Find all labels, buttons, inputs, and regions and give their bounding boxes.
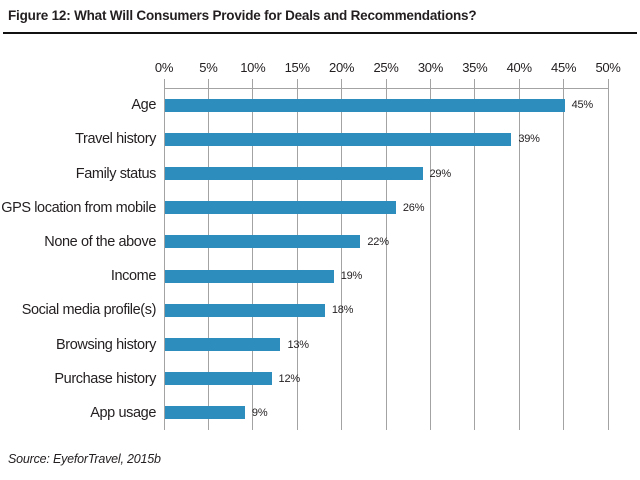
- gridline: [607, 88, 609, 430]
- x-axis-tick-label: 40%: [506, 60, 532, 75]
- category-label: None of the above: [44, 233, 156, 250]
- source-note: Source: EyeforTravel, 2015b: [8, 452, 161, 466]
- axis-tick: [607, 79, 609, 88]
- gridline: [429, 88, 431, 430]
- bar-value-label: 13%: [287, 338, 309, 351]
- axis-tick: [163, 79, 165, 88]
- figure-title: Figure 12: What Will Consumers Provide f…: [8, 8, 477, 23]
- axis-tick: [563, 79, 565, 88]
- category-label: Social media profile(s): [21, 302, 157, 319]
- bar-value-label: 26%: [402, 201, 425, 214]
- bar: [165, 132, 512, 146]
- bar: [165, 338, 281, 351]
- title-divider-rule: [3, 32, 637, 34]
- bar-value-label: 9%: [251, 406, 268, 419]
- gridline: [252, 88, 254, 430]
- axis-tick: [474, 79, 476, 88]
- bar-value-label: 39%: [518, 133, 540, 146]
- gridline: [518, 88, 520, 430]
- bar: [165, 201, 396, 215]
- category-label: Family status: [75, 165, 157, 182]
- bar: [165, 167, 423, 180]
- axis-tick: [518, 79, 520, 88]
- category-label: Browsing history: [56, 336, 156, 353]
- gridline: [385, 88, 387, 430]
- bar: [165, 303, 325, 317]
- axis-tick: [341, 79, 343, 88]
- category-label: Age: [131, 97, 156, 114]
- gridline: [563, 88, 565, 430]
- x-axis-tick-label: 50%: [595, 60, 621, 75]
- category-label: Travel history: [75, 131, 156, 148]
- axis-tick: [429, 79, 431, 88]
- axis-tick: [385, 79, 387, 88]
- axis-tick: [252, 79, 254, 88]
- x-axis-tick-label: 10%: [240, 60, 266, 75]
- x-axis-tick-label: 35%: [462, 60, 488, 75]
- bar-value-label: 19%: [340, 270, 363, 283]
- category-label: GPS location from mobile: [1, 199, 156, 216]
- bar-value-label: 29%: [429, 167, 452, 180]
- x-axis-line: [164, 87, 608, 89]
- category-label: App usage: [90, 404, 156, 421]
- x-axis-tick-label: 30%: [417, 60, 443, 75]
- bar: [165, 235, 361, 249]
- axis-tick: [296, 79, 298, 88]
- bar: [165, 406, 245, 420]
- gridline: [341, 88, 343, 430]
- x-axis-tick-label: 0%: [154, 60, 174, 75]
- category-label: Income: [110, 268, 157, 285]
- bar: [165, 98, 565, 112]
- category-label: Purchase history: [54, 370, 156, 387]
- x-axis-tick-label: 5%: [199, 60, 218, 75]
- bar-value-label: 22%: [367, 235, 389, 248]
- x-axis-tick-label: 45%: [551, 60, 577, 75]
- x-axis-tick-label: 25%: [373, 60, 399, 75]
- gridline: [207, 88, 209, 430]
- bar: [165, 269, 334, 283]
- bar-value-label: 12%: [278, 372, 301, 385]
- x-axis-tick-label: 15%: [284, 60, 310, 75]
- axis-tick: [207, 79, 209, 88]
- bar: [165, 372, 272, 386]
- gridline: [163, 88, 165, 430]
- gridline: [296, 88, 298, 430]
- bar-value-label: 18%: [331, 304, 354, 317]
- x-axis-tick-label: 20%: [329, 60, 355, 75]
- gridline: [474, 88, 476, 430]
- bar-value-label: 45%: [571, 99, 594, 112]
